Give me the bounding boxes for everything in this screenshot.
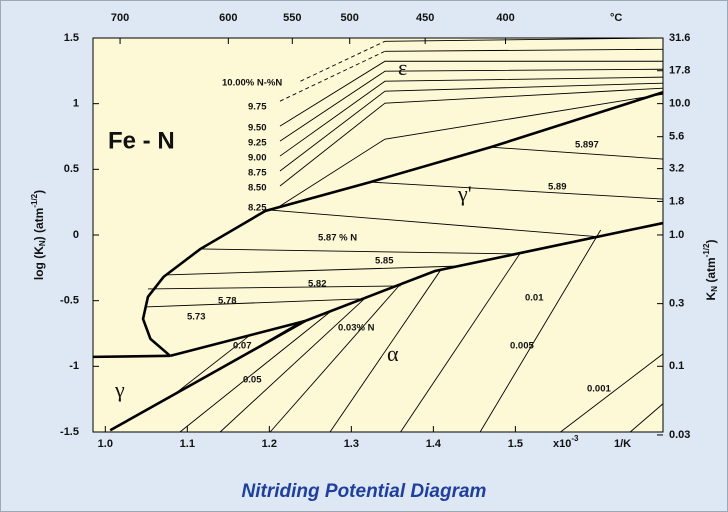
top-tick-label: 700 (111, 12, 129, 24)
x-tick-label: 1.4 (426, 438, 442, 450)
y-tick-label: -0.5 (60, 295, 79, 307)
iso-line (269, 283, 401, 433)
iso-label: 9.25 (248, 138, 267, 149)
top-tick-label: 550 (283, 12, 301, 24)
phase-boundary (169, 221, 664, 358)
iso-label: 0.005 (510, 341, 534, 352)
iso-label: 8.25 (248, 203, 267, 214)
top-tick-label: 450 (416, 12, 434, 24)
y2-axis-label: KN (atm-1/2) (702, 240, 719, 301)
iso-line (384, 48, 664, 52)
top-tick-label: 500 (341, 12, 359, 24)
iso-line (279, 50, 386, 102)
y2-tick-label: 1.0 (669, 229, 684, 241)
iso-line (165, 265, 461, 276)
iso-label: 10.00% N-%N (222, 78, 282, 89)
y2-tick-label: 0.1 (669, 360, 684, 372)
top-tick-label: 600 (219, 12, 237, 24)
y-tick-label: 1.5 (64, 32, 79, 44)
y2-tick-label: 10.0 (669, 98, 690, 110)
y-tick-label: 0.5 (64, 163, 79, 175)
iso-label: 9.75 (248, 102, 267, 113)
chart-title: Nitriding Potential Diagram (242, 481, 487, 502)
y-tick-label: -1 (69, 360, 79, 372)
y-tick-label: 1 (73, 98, 79, 110)
iso-label: 5.897 (575, 140, 599, 151)
iso-line (279, 82, 664, 172)
phase-boundary (92, 354, 171, 359)
iso-line (490, 146, 664, 160)
x-scale: x10-3 (553, 434, 579, 450)
iso-label: 0.05 (243, 375, 262, 386)
iso-label: 5.73 (187, 312, 206, 323)
x-unit: 1/K (614, 438, 631, 450)
iso-line (279, 76, 664, 157)
iso-line (174, 334, 251, 395)
top-tick-label: 400 (496, 12, 514, 24)
iso-label: 5.78 (218, 296, 237, 307)
iso-label: 5.85 (375, 256, 394, 267)
iso-line (279, 93, 664, 207)
iso-line (200, 321, 301, 381)
iso-line (329, 269, 442, 433)
iso-label: 8.75 (248, 168, 267, 179)
x-tick-label: 1.3 (344, 438, 359, 450)
plot-area (92, 37, 664, 433)
iso-line (147, 285, 401, 290)
phase-label: α (387, 341, 399, 366)
iso-line (200, 248, 516, 255)
iso-line (219, 297, 366, 433)
iso-line (279, 87, 664, 187)
iso-label: 8.50 (248, 183, 267, 194)
iso-line (279, 60, 663, 127)
iso-line (400, 252, 521, 433)
phase-boundary (141, 91, 664, 357)
iso-line (179, 311, 331, 433)
iso-label: 5.89 (548, 182, 567, 193)
iso-line (384, 37, 664, 42)
y-tick-label: 0 (73, 229, 79, 241)
x-tick-label: 1.0 (98, 438, 113, 450)
y-tick-label: -1.5 (60, 426, 79, 438)
y2-tick-label: 31.6 (669, 32, 690, 44)
iso-line (270, 209, 601, 238)
iso-line (300, 40, 386, 82)
iso-line (629, 403, 664, 433)
iso-label: 0.07 (233, 341, 252, 352)
iso-label: 9.00 (248, 153, 267, 164)
iso-label: 5.87 % N (318, 233, 357, 244)
iso-line (370, 181, 664, 200)
x-tick-label: 1.5 (508, 438, 523, 450)
iso-line (560, 353, 664, 433)
iso-line (479, 229, 602, 433)
iso-label: 9.50 (248, 123, 267, 134)
diagram-label: Fe - N (108, 127, 175, 154)
iso-label: 5.82 (308, 279, 327, 290)
phase-label: γ (114, 377, 125, 402)
phase-label: γ' (457, 181, 472, 206)
iso-line (279, 68, 664, 142)
y2-tick-label: 0.3 (669, 298, 684, 310)
y2-tick-label: 5.6 (669, 131, 684, 143)
y2-tick-label: 3.2 (669, 163, 684, 175)
iso-label: 0.03% N (338, 323, 375, 334)
y2-tick-label: 17.8 (669, 65, 690, 77)
y2-tick-label: 1.8 (669, 195, 684, 207)
top-unit: °C (610, 12, 622, 24)
iso-line (145, 298, 361, 308)
y-axis-label: log (KN) (atm-1/2) (30, 190, 47, 280)
y2-tick-label: 0.03 (669, 429, 690, 441)
iso-label: 0.001 (587, 384, 611, 395)
x-tick-label: 1.1 (180, 438, 195, 450)
x-tick-label: 1.2 (262, 438, 277, 450)
phase-label: ε (398, 55, 407, 80)
iso-label: 0.01 (525, 293, 544, 304)
